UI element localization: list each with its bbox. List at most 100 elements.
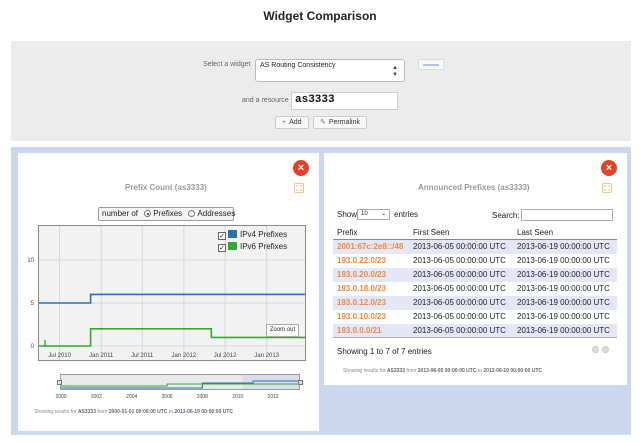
first-seen-cell: 2013-06-05 00:00:00 UTC (409, 309, 513, 324)
checkbox-icon[interactable]: ✓ (218, 232, 226, 240)
navigator-year-label: 2002 (91, 394, 102, 400)
page-size-select[interactable]: 10 ⌄ (357, 209, 390, 220)
x-tick-label: Jul 2011 (131, 353, 154, 359)
table-row: 193.0.12.0/23 2013-06-05 00:00:00 UTC 2013… (333, 295, 617, 310)
page-size-value: 10 (361, 211, 368, 217)
legend-item-ipv6[interactable]: ✓ IPv6 Prefixes (218, 241, 287, 253)
prefix-link[interactable]: 2001:67c:2e8::/48 (333, 239, 409, 254)
first-seen-cell: 2013-06-05 00:00:00 UTC (409, 281, 513, 296)
add-button[interactable]: + Add (275, 116, 309, 129)
last-seen-cell: 2013-06-19 00:00:00 UTC (513, 267, 617, 282)
entries-label: entries (394, 210, 419, 219)
close-icon[interactable]: × (601, 160, 617, 176)
last-seen-cell: 2013-06-19 00:00:00 UTC (513, 239, 617, 254)
column-header-last-seen[interactable]: Last Seen (513, 226, 617, 240)
expand-icon[interactable]: ⛶ (294, 183, 304, 193)
prefix-link[interactable]: 193.0.20.0/23 (333, 267, 409, 282)
legend-swatch (228, 230, 237, 238)
announced-prefixes-table: Prefix First Seen Last Seen 2001:67c:2e8… (333, 226, 617, 338)
x-tick-label: Jul 2012 (214, 353, 237, 359)
navigator-year-label: 2010 (232, 394, 243, 400)
prefix-link[interactable]: 193.0.0.0/21 (333, 323, 409, 338)
column-header-first-seen[interactable]: First Seen (409, 226, 513, 240)
footnote-text: from (406, 368, 417, 374)
legend-label: IPv4 Prefixes (240, 230, 288, 239)
navigator-year-label: 2012 (268, 394, 279, 400)
radio-addresses[interactable] (188, 210, 196, 217)
expand-icon[interactable]: ⛶ (602, 183, 612, 193)
chart-legend: ✓ IPv4 Prefixes ✓ IPv6 Prefixes (218, 229, 287, 253)
legend-label: IPv6 Prefixes (240, 242, 288, 251)
prefix-link[interactable]: 193.0.12.0/23 (333, 295, 409, 310)
navigator-selected-range (242, 375, 299, 389)
prefix-link[interactable]: 193.0.10.0/23 (333, 309, 409, 324)
column-header-prefix[interactable]: Prefix (333, 226, 409, 240)
count-type-toggle: number of Prefixes Addresses (98, 207, 236, 221)
resource-label: and a resource (242, 97, 289, 104)
prefix-count-title: Prefix Count (as3333) (125, 183, 207, 192)
resource-input[interactable]: as3333 (291, 92, 398, 110)
navigator-series-line (61, 383, 299, 387)
footnote-resource: AS3333 (77, 409, 96, 415)
table-header-row: Prefix First Seen Last Seen (333, 226, 617, 240)
ipv4-series-line (39, 293, 305, 304)
select-arrows-icon: ▲ ▼ (392, 65, 398, 78)
checkbox-icon[interactable]: ✓ (218, 244, 226, 252)
y-tick-label: 0 (31, 344, 35, 350)
navigator-year-label: 2006 (162, 394, 173, 400)
footnote-resource: AS3333 (386, 368, 405, 374)
search-input[interactable] (521, 209, 613, 221)
navigator-year-label: 2004 (126, 394, 137, 400)
ipv6-series-line (39, 327, 305, 347)
last-seen-cell: 2013-06-19 00:00:00 UTC (513, 309, 617, 324)
footnote-text: Showing results for (34, 409, 77, 415)
navigator-year-label: 2000 (55, 394, 66, 400)
permalink-button-label: Permalink (328, 119, 360, 126)
previous-page-button[interactable] (592, 346, 599, 353)
last-seen-cell: 2013-06-19 00:00:00 UTC (513, 253, 617, 268)
chevron-down-icon: ⌄ (380, 211, 386, 217)
announced-prefixes-title: Announced Prefixes (as3333) (418, 183, 530, 192)
announced-footnote: Showing results for AS3333 from 2013-06-… (343, 368, 542, 374)
radio-prefixes[interactable] (144, 210, 152, 217)
first-seen-cell: 2013-06-05 00:00:00 UTC (409, 239, 513, 254)
close-icon[interactable]: × (293, 160, 309, 176)
widget-select[interactable]: AS Routing Consistency ▲ ▼ (255, 59, 405, 82)
select-widget-label: Select a widget (203, 61, 251, 68)
page-title: Widget Comparison (263, 9, 377, 23)
y-tick-label: 10 (27, 258, 34, 264)
prefix-link[interactable]: 193.0.18.0/23 (333, 281, 409, 296)
prefix-link[interactable]: 193.0.22.0/23 (333, 253, 409, 268)
navigator-right-handle[interactable] (298, 380, 303, 385)
next-page-button[interactable] (602, 346, 609, 353)
footnote-text: from (97, 409, 108, 415)
x-tick-label: Jan 2012 (172, 353, 197, 359)
navigator-left-handle[interactable] (57, 380, 62, 385)
prefix-count-footnote: Showing results for AS3333 from 2000-01-… (34, 409, 233, 415)
radio-prefixes-label: Prefixes (153, 209, 183, 218)
permalink-button[interactable]: ✎ Permalink (313, 116, 367, 129)
table-row: 193.0.10.0/23 2013-06-05 00:00:00 UTC 2013… (333, 309, 617, 324)
footnote-text: to (477, 368, 482, 374)
search-label: Search: (492, 211, 520, 220)
legend-item-ipv4[interactable]: ✓ IPv4 Prefixes (218, 229, 287, 241)
footnote-start: 2000-01-01 00:00:00 UTC (108, 409, 168, 415)
show-label: Show (337, 210, 358, 219)
navigator-series-line (61, 380, 299, 389)
x-tick-label: Jan 2013 (254, 353, 279, 359)
radio-addresses-label: Addresses (197, 209, 236, 218)
x-tick-label: Jan 2011 (89, 353, 114, 359)
table-info: Showing 1 to 7 of 7 entries (337, 347, 432, 356)
plus-icon: + (282, 119, 287, 126)
pencil-icon: ✎ (320, 119, 326, 126)
table-row: 193.0.0.0/21 2013-06-05 00:00:00 UTC 2013-… (333, 323, 617, 338)
last-seen-cell: 2013-06-19 00:00:00 UTC (513, 295, 617, 310)
zoom-out-button[interactable]: Zoom out (266, 324, 299, 337)
legend-swatch (228, 242, 237, 250)
prefix-count-chart (38, 225, 306, 361)
widget-preview-thumbnail (418, 59, 444, 70)
add-button-label: Add (289, 119, 302, 126)
table-row: 193.0.22.0/23 2013-06-05 00:00:00 UTC 2013… (333, 253, 617, 268)
footnote-end: 2013-06-19 00:00:00 UTC (174, 409, 234, 415)
